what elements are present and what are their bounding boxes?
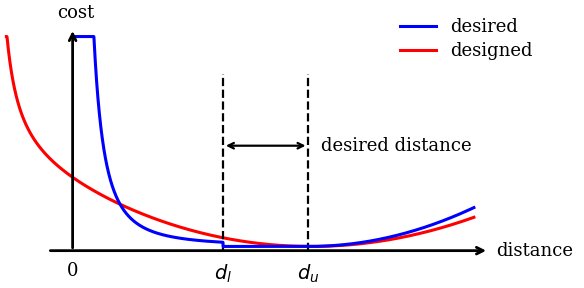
designed <box>56 166 63 169</box>
designed <box>461 219 468 222</box>
designed <box>308 245 315 248</box>
desired <box>220 245 227 248</box>
Line: desired: desired <box>74 37 474 247</box>
desired <box>116 201 123 204</box>
desired <box>419 226 426 230</box>
desired <box>470 206 477 209</box>
desired <box>463 209 470 213</box>
designed <box>411 233 418 236</box>
designed <box>182 227 189 230</box>
desired <box>70 35 77 38</box>
desired <box>140 226 147 229</box>
designed <box>203 232 210 236</box>
Text: $d_u$: $d_u$ <box>297 262 319 285</box>
designed <box>84 185 91 189</box>
Text: cost: cost <box>58 4 95 22</box>
Text: $d_l$: $d_l$ <box>214 262 232 285</box>
desired <box>241 245 248 248</box>
desired <box>224 245 231 248</box>
designed <box>470 216 477 219</box>
Text: 0: 0 <box>67 262 78 281</box>
Text: desired distance: desired distance <box>321 137 471 155</box>
Line: designed: designed <box>6 37 474 247</box>
Text: distance: distance <box>496 242 573 260</box>
Legend: desired, designed: desired, designed <box>392 11 540 68</box>
designed <box>3 35 10 38</box>
